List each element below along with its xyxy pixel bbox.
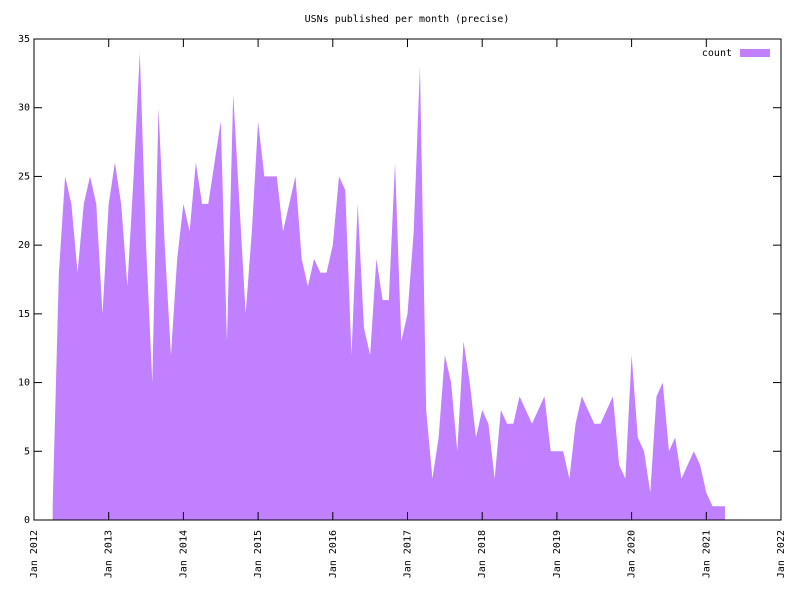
x-tick-label: Jan 2018	[477, 530, 488, 578]
legend-swatch	[740, 49, 770, 57]
y-tick-label: 30	[18, 103, 30, 114]
y-tick-label: 15	[18, 309, 30, 320]
x-tick-label: Jan 2015	[253, 530, 264, 578]
x-tick-label: Jan 2012	[29, 530, 40, 578]
x-tick-label: Jan 2013	[104, 530, 115, 578]
x-tick-label: Jan 2021	[701, 530, 712, 578]
y-tick-label: 0	[24, 515, 30, 526]
chart-title: USNs published per month (precise)	[305, 14, 510, 25]
x-tick-label: Jan 2019	[552, 530, 563, 578]
y-tick-label: 20	[18, 240, 30, 251]
y-tick-label: 5	[24, 446, 30, 457]
area	[52, 52, 725, 520]
x-tick-label: Jan 2014	[178, 530, 189, 578]
y-tick-label: 35	[18, 34, 30, 45]
y-tick-label: 25	[18, 171, 30, 182]
x-tick-label: Jan 2022	[776, 530, 787, 578]
legend-label: count	[702, 48, 732, 59]
y-tick-label: 10	[18, 378, 30, 389]
x-tick-label: Jan 2016	[328, 530, 339, 578]
x-tick-label: Jan 2020	[627, 530, 638, 578]
x-tick-label: Jan 2017	[403, 530, 414, 578]
